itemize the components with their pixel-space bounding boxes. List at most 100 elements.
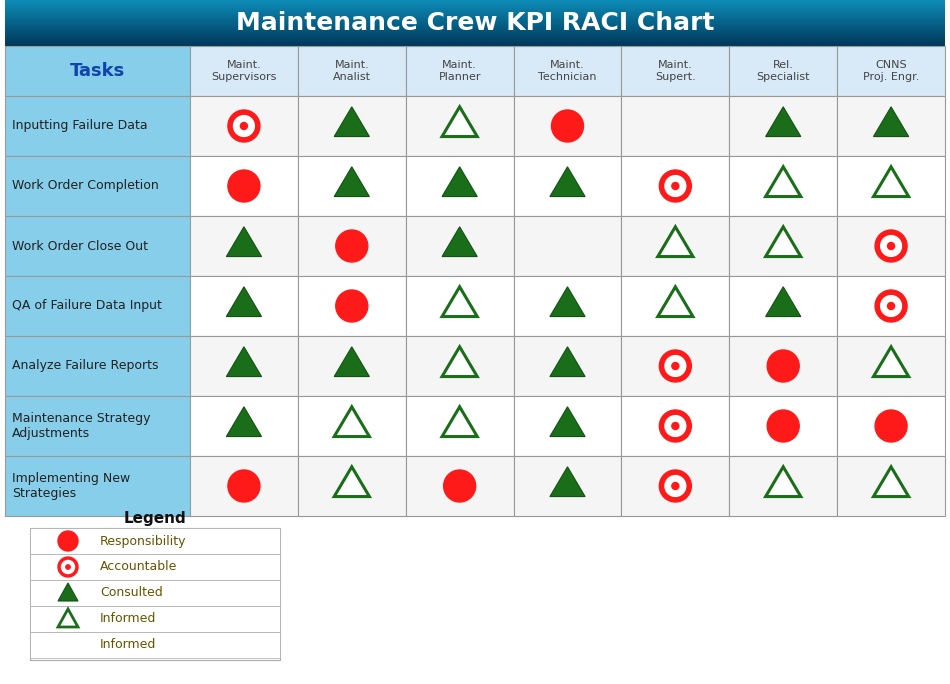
Polygon shape bbox=[334, 107, 370, 137]
FancyBboxPatch shape bbox=[621, 156, 730, 216]
Text: Maint.
Planner: Maint. Planner bbox=[438, 60, 481, 82]
Text: Informed: Informed bbox=[100, 638, 157, 651]
Text: CNNS
Proj. Engr.: CNNS Proj. Engr. bbox=[863, 60, 920, 82]
Polygon shape bbox=[873, 466, 908, 497]
FancyBboxPatch shape bbox=[837, 156, 945, 216]
FancyBboxPatch shape bbox=[406, 46, 514, 96]
Polygon shape bbox=[226, 287, 261, 317]
Circle shape bbox=[659, 470, 692, 502]
FancyBboxPatch shape bbox=[190, 396, 298, 456]
FancyBboxPatch shape bbox=[190, 276, 298, 336]
Polygon shape bbox=[226, 227, 261, 256]
Circle shape bbox=[665, 475, 686, 497]
FancyBboxPatch shape bbox=[5, 156, 190, 216]
Polygon shape bbox=[334, 347, 370, 377]
Polygon shape bbox=[550, 287, 585, 317]
Circle shape bbox=[552, 110, 583, 142]
Circle shape bbox=[240, 122, 247, 129]
FancyBboxPatch shape bbox=[621, 96, 730, 156]
Text: Responsibility: Responsibility bbox=[100, 534, 186, 547]
Circle shape bbox=[887, 302, 895, 310]
Polygon shape bbox=[550, 466, 585, 497]
Polygon shape bbox=[58, 583, 78, 601]
FancyBboxPatch shape bbox=[5, 96, 190, 156]
Polygon shape bbox=[657, 227, 693, 256]
Circle shape bbox=[62, 560, 74, 573]
FancyBboxPatch shape bbox=[514, 276, 621, 336]
Polygon shape bbox=[226, 407, 261, 436]
FancyBboxPatch shape bbox=[298, 456, 406, 516]
FancyBboxPatch shape bbox=[190, 156, 298, 216]
FancyBboxPatch shape bbox=[621, 276, 730, 336]
Polygon shape bbox=[442, 407, 477, 436]
Polygon shape bbox=[873, 167, 908, 196]
FancyBboxPatch shape bbox=[30, 528, 280, 660]
FancyBboxPatch shape bbox=[837, 216, 945, 276]
FancyBboxPatch shape bbox=[514, 396, 621, 456]
FancyBboxPatch shape bbox=[5, 396, 190, 456]
FancyBboxPatch shape bbox=[406, 456, 514, 516]
Polygon shape bbox=[442, 167, 477, 196]
FancyBboxPatch shape bbox=[406, 96, 514, 156]
Text: Analyze Failure Reports: Analyze Failure Reports bbox=[12, 360, 159, 373]
Circle shape bbox=[228, 170, 260, 202]
Text: Informed: Informed bbox=[100, 612, 157, 625]
Polygon shape bbox=[550, 347, 585, 377]
Circle shape bbox=[672, 183, 679, 189]
FancyBboxPatch shape bbox=[190, 456, 298, 516]
Text: Implementing New
Strategies: Implementing New Strategies bbox=[12, 472, 130, 500]
FancyBboxPatch shape bbox=[406, 216, 514, 276]
FancyBboxPatch shape bbox=[406, 336, 514, 396]
Polygon shape bbox=[873, 347, 908, 377]
Circle shape bbox=[665, 416, 686, 436]
Circle shape bbox=[659, 410, 692, 442]
FancyBboxPatch shape bbox=[298, 156, 406, 216]
Circle shape bbox=[887, 243, 895, 250]
Circle shape bbox=[444, 470, 476, 502]
FancyBboxPatch shape bbox=[730, 46, 837, 96]
FancyBboxPatch shape bbox=[298, 396, 406, 456]
Circle shape bbox=[768, 410, 799, 442]
Circle shape bbox=[875, 410, 907, 442]
Circle shape bbox=[335, 230, 368, 262]
FancyBboxPatch shape bbox=[298, 276, 406, 336]
Circle shape bbox=[335, 290, 368, 322]
Polygon shape bbox=[334, 466, 370, 497]
Text: Maint.
Supervisors: Maint. Supervisors bbox=[211, 60, 276, 82]
Circle shape bbox=[881, 235, 902, 256]
FancyBboxPatch shape bbox=[730, 96, 837, 156]
FancyBboxPatch shape bbox=[621, 336, 730, 396]
Circle shape bbox=[672, 482, 679, 490]
Circle shape bbox=[665, 176, 686, 196]
FancyBboxPatch shape bbox=[190, 96, 298, 156]
Text: Accountable: Accountable bbox=[100, 560, 178, 573]
Circle shape bbox=[228, 470, 260, 502]
FancyBboxPatch shape bbox=[30, 528, 280, 554]
Polygon shape bbox=[442, 287, 477, 317]
Circle shape bbox=[768, 350, 799, 382]
FancyBboxPatch shape bbox=[514, 156, 621, 216]
FancyBboxPatch shape bbox=[621, 46, 730, 96]
Text: Maintenance Strategy
Adjustments: Maintenance Strategy Adjustments bbox=[12, 412, 150, 440]
Polygon shape bbox=[442, 227, 477, 256]
Circle shape bbox=[672, 363, 679, 369]
Circle shape bbox=[58, 531, 78, 551]
Polygon shape bbox=[766, 466, 801, 497]
FancyBboxPatch shape bbox=[190, 216, 298, 276]
FancyBboxPatch shape bbox=[298, 46, 406, 96]
Text: Work Order Completion: Work Order Completion bbox=[12, 179, 159, 192]
Circle shape bbox=[66, 565, 70, 569]
FancyBboxPatch shape bbox=[514, 96, 621, 156]
FancyBboxPatch shape bbox=[730, 156, 837, 216]
Text: Tasks: Tasks bbox=[70, 62, 125, 80]
FancyBboxPatch shape bbox=[190, 46, 298, 96]
FancyBboxPatch shape bbox=[406, 396, 514, 456]
Polygon shape bbox=[873, 107, 908, 137]
Circle shape bbox=[58, 557, 78, 577]
FancyBboxPatch shape bbox=[837, 396, 945, 456]
FancyBboxPatch shape bbox=[837, 336, 945, 396]
Polygon shape bbox=[766, 167, 801, 196]
FancyBboxPatch shape bbox=[406, 276, 514, 336]
Text: Maint.
Supert.: Maint. Supert. bbox=[655, 60, 695, 82]
Text: QA of Failure Data Input: QA of Failure Data Input bbox=[12, 300, 162, 313]
